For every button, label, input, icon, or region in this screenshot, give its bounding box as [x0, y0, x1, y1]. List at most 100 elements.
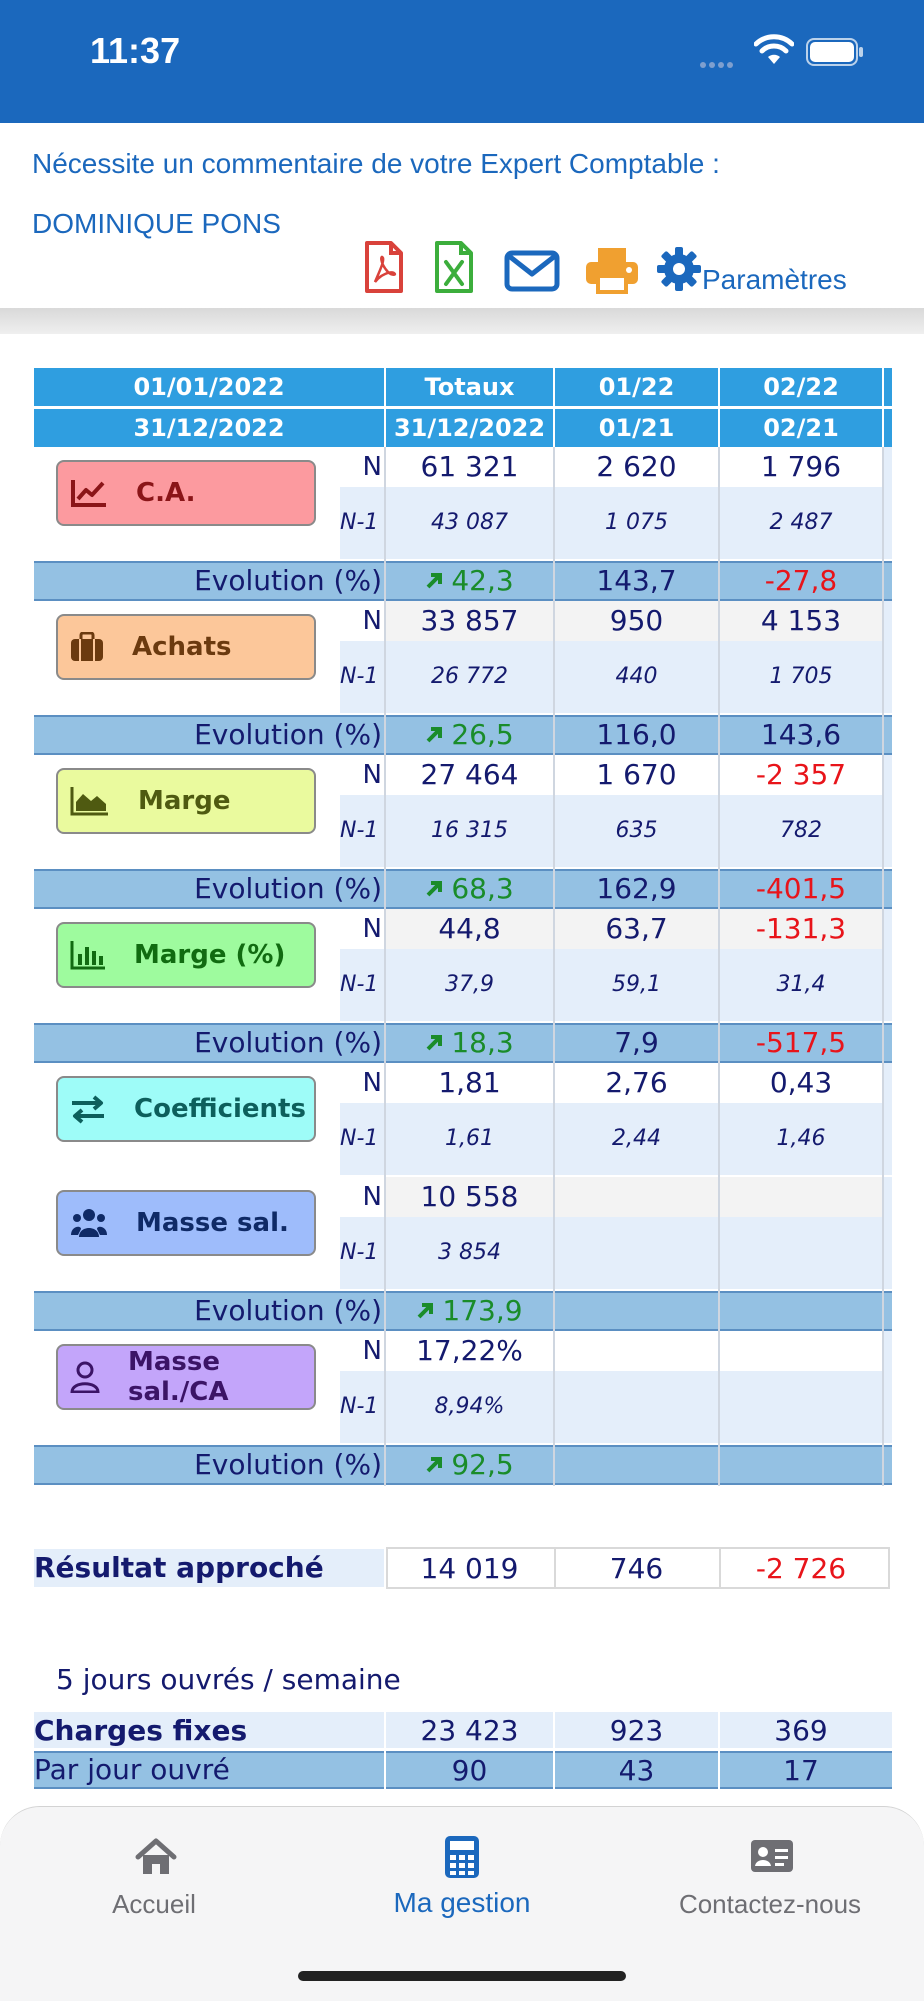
- trend-up-icon: [425, 1447, 443, 1483]
- value-n: 1,81: [386, 1063, 553, 1103]
- evolution-row: [34, 1023, 892, 1063]
- exchange-arrows-icon: [70, 1094, 120, 1124]
- section-button-3[interactable]: Marge: [56, 768, 316, 834]
- trend-up-icon: [416, 1293, 434, 1329]
- evolution-label: Evolution (%): [194, 1294, 382, 1327]
- tab-bar: Accueil Ma gestion Contactez-nous: [0, 1806, 924, 2001]
- charges-m1: 923: [609, 1714, 664, 1747]
- label-n1: N-1: [340, 795, 384, 867]
- label-n: N: [340, 755, 382, 795]
- evolution-row: [34, 1291, 892, 1331]
- tab-accueil[interactable]: Accueil: [4, 1827, 304, 1937]
- value-n: [720, 1177, 882, 1217]
- evolution-text: 116,0: [596, 718, 677, 751]
- value-n: 44,8: [386, 909, 553, 949]
- col-head-more: [884, 368, 892, 406]
- value-n1: 3 854: [386, 1217, 553, 1289]
- resultat-m1: 746: [609, 1552, 664, 1585]
- col-sub-m2: 02/21: [720, 409, 882, 447]
- gear-icon[interactable]: [656, 246, 702, 292]
- column-divider: [718, 447, 720, 1486]
- jours-label: 5 jours ouvrés / semaine: [56, 1663, 401, 1696]
- resultat-label: Résultat approché: [34, 1551, 324, 1584]
- row-edge: [884, 447, 892, 559]
- value-n1: [555, 1217, 718, 1289]
- home-icon: [135, 1838, 177, 1874]
- column-divider: [882, 447, 884, 1486]
- section-button-6[interactable]: Masse sal.: [56, 1190, 316, 1256]
- evolution-value: [555, 1447, 718, 1483]
- trend-up-icon: [425, 717, 443, 753]
- value-n: 950: [555, 601, 718, 641]
- evolution-total: 92,5: [386, 1447, 553, 1483]
- evolution-total: 18,3: [386, 1025, 553, 1061]
- parametres-link[interactable]: Paramètres: [702, 264, 847, 295]
- value-n: 2,76: [555, 1063, 718, 1103]
- evolution-total: 68,3: [386, 871, 553, 907]
- wifi-icon: [754, 34, 794, 64]
- value-n1: [555, 1371, 718, 1443]
- row-edge: [884, 1177, 892, 1289]
- home-indicator: [298, 1971, 626, 1981]
- section-button-label: Marge (%): [134, 940, 286, 970]
- col-sub-more: [884, 409, 892, 447]
- label-n: N: [340, 909, 382, 949]
- tab-ma-gestion[interactable]: Ma gestion: [312, 1827, 612, 1937]
- trend-up-icon: [425, 871, 443, 907]
- value-n: 4 153: [720, 601, 882, 641]
- label-n1: N-1: [340, 487, 384, 559]
- value-n1: 2,44: [555, 1103, 718, 1175]
- status-time: 11:37: [90, 30, 181, 71]
- divider: [384, 1712, 386, 1789]
- mail-icon[interactable]: [504, 250, 560, 292]
- evolution-label: Evolution (%): [194, 718, 382, 751]
- col-sub-total: 31/12/2022: [386, 409, 553, 447]
- label-n1: N-1: [340, 1217, 384, 1289]
- value-n: -2 357: [720, 755, 882, 795]
- label-n: N: [340, 1177, 382, 1217]
- evolution-total: 42,3: [386, 563, 553, 599]
- evolution-label: Evolution (%): [194, 1026, 382, 1059]
- evolution-value: [720, 1447, 882, 1483]
- evolution-text: -401,5: [755, 872, 847, 905]
- value-n1: 1 075: [555, 487, 718, 559]
- tab-contact-label: Contactez-nous: [678, 1889, 862, 1919]
- value-n1: 1,61: [386, 1103, 553, 1175]
- value-n1: 782: [720, 795, 882, 867]
- value-n1: 635: [555, 795, 718, 867]
- trend-up-icon: [425, 1025, 443, 1061]
- value-n: 1 796: [720, 447, 882, 487]
- divider: [719, 1549, 721, 1587]
- evolution-row: [34, 715, 892, 755]
- divider: [554, 1549, 556, 1587]
- charges-row-bg: [34, 1712, 892, 1748]
- value-n1: 26 772: [386, 641, 553, 713]
- evolution-text: 18,3: [451, 1026, 514, 1059]
- evolution-text: 68,3: [451, 872, 514, 905]
- section-button-7[interactable]: Masse sal./CA: [56, 1344, 316, 1410]
- evolution-value: [555, 1293, 718, 1329]
- evolution-text: 173,9: [442, 1294, 523, 1327]
- excel-icon[interactable]: [434, 240, 474, 294]
- evolution-text: 143,6: [760, 718, 842, 751]
- tab-contact[interactable]: Contactez-nous: [620, 1827, 920, 1937]
- value-n1: 59,1: [555, 949, 718, 1021]
- perday-m2: 17: [783, 1754, 819, 1787]
- pdf-icon[interactable]: [364, 240, 404, 294]
- client-name: DOMINIQUE PONS: [32, 208, 281, 239]
- column-divider: [384, 447, 386, 1486]
- section-button-1[interactable]: C.A.: [56, 460, 316, 526]
- evolution-text: 7,9: [614, 1026, 659, 1059]
- print-icon[interactable]: [584, 246, 640, 294]
- value-n: [555, 1177, 718, 1217]
- charges-total: 23 423: [420, 1714, 519, 1747]
- evolution-value: 162,9: [555, 871, 718, 907]
- evolution-value: [720, 1293, 882, 1329]
- label-n: N: [340, 1063, 382, 1103]
- section-button-5[interactable]: Coefficients: [56, 1076, 316, 1142]
- resultat-values-box: [386, 1547, 890, 1589]
- comment-label: Nécessite un commentaire de votre Expert…: [32, 148, 720, 179]
- section-button-4[interactable]: Marge (%): [56, 922, 316, 988]
- section-button-2[interactable]: Achats: [56, 614, 316, 680]
- resultat-row-bg: [34, 1549, 384, 1587]
